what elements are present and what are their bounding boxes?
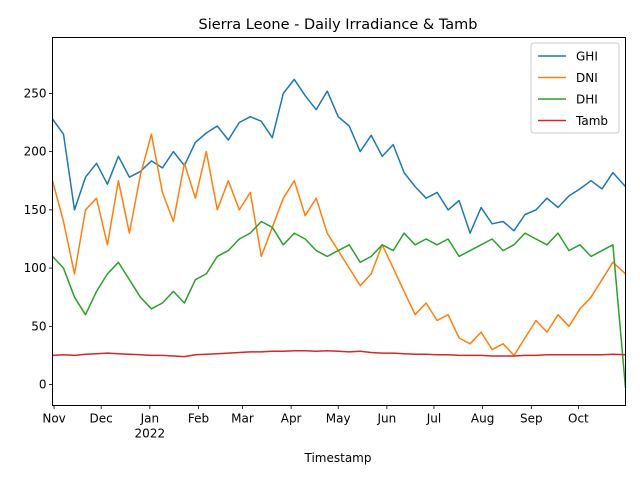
x-tick-label: Sep: [520, 412, 543, 426]
legend-label-dni: DNI: [576, 71, 598, 85]
y-tick-label: 200: [24, 145, 47, 159]
plot-area: [51, 78, 627, 389]
y-tick-label: 150: [24, 203, 47, 217]
x-axis-label: Timestamp: [304, 451, 372, 465]
x-tick-label: Apr: [281, 412, 302, 426]
x-tick-label: Feb: [188, 412, 209, 426]
plot-frame: [52, 37, 626, 406]
series-line-dhi: [51, 220, 627, 389]
x-tick-label: Jan: [140, 412, 160, 426]
legend-label-tamb: Tamb: [575, 114, 608, 128]
x-tick-label: Jun: [377, 412, 397, 426]
series-line-ghi: [51, 78, 627, 234]
x-tick-label: May: [326, 412, 351, 426]
y-axis: 0 50 100 150 200 250: [24, 86, 53, 392]
x-tick-label: Aug: [471, 412, 494, 426]
legend-label-dhi: DHI: [576, 93, 598, 107]
x-tick-label: Mar: [231, 412, 254, 426]
x-tick-label: Dec: [90, 412, 113, 426]
legend-label-ghi: GHI: [576, 50, 598, 64]
chart-title: Sierra Leone - Daily Irradiance & Tamb: [198, 17, 477, 33]
y-tick-label: 250: [24, 86, 47, 100]
legend: GHI DNI DHI Tamb: [530, 42, 620, 134]
legend-box: [530, 42, 620, 134]
series-line-tamb: [52, 350, 626, 358]
y-tick-label: 100: [24, 261, 47, 275]
y-tick-label: 0: [39, 378, 47, 392]
y-tick-label: 50: [31, 319, 46, 333]
x-tick-label: Oct: [568, 412, 589, 426]
x-tick-label: Jul: [426, 412, 441, 426]
x-tick-sublabel: 2022: [135, 427, 166, 441]
x-tick-label: Nov: [42, 412, 65, 426]
